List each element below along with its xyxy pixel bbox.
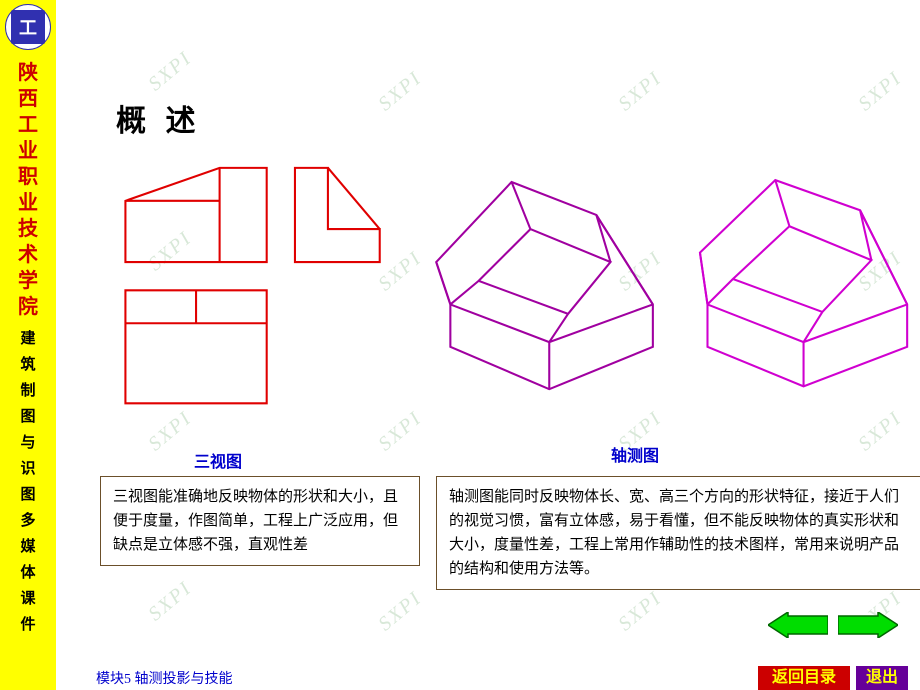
institute-char: 工 (17, 114, 39, 136)
watermark: SXPI (854, 67, 906, 116)
institute-char: 院 (17, 296, 39, 318)
logo-text: 工 (11, 10, 45, 44)
sidebar: 工 陕西工业职业技术学院 建筑制图与识图多媒体课件 (0, 0, 56, 690)
course-char: 课 (17, 588, 39, 610)
course-char: 图 (17, 406, 39, 428)
label-axonometric: 轴测图 (611, 442, 659, 466)
module-footer: 模块5 轴测投影与技能 (96, 668, 233, 688)
institute-name: 陕西工业职业技术学院 (17, 62, 39, 318)
diagrams (116, 150, 920, 440)
course-char: 件 (17, 614, 39, 636)
exit-button[interactable]: 退出 (856, 666, 908, 690)
watermark: SXPI (144, 47, 196, 96)
logo: 工 (5, 4, 51, 50)
course-char: 多 (17, 510, 39, 532)
course-char: 媒 (17, 536, 39, 558)
institute-char: 术 (17, 244, 39, 266)
next-arrow-icon[interactable] (838, 612, 898, 638)
description-three-view: 三视图能准确地反映物体的形状和大小，且便于度量，作图简单，工程上广泛应用，但缺点… (100, 476, 420, 566)
course-char: 识 (17, 458, 39, 480)
institute-char: 学 (17, 270, 39, 292)
course-char: 筑 (17, 354, 39, 376)
watermark: SXPI (144, 577, 196, 626)
watermark: SXPI (374, 587, 426, 636)
course-char: 图 (17, 484, 39, 506)
course-name: 建筑制图与识图多媒体课件 (17, 328, 39, 636)
watermark: SXPI (614, 67, 666, 116)
institute-char: 业 (17, 192, 39, 214)
slide-content: SXPISXPISXPISXPISXPISXPISXPISXPISXPISXPI… (56, 0, 920, 690)
prev-arrow-icon[interactable] (768, 612, 828, 638)
institute-char: 技 (17, 218, 39, 240)
course-char: 体 (17, 562, 39, 584)
watermark: SXPI (374, 67, 426, 116)
description-axonometric: 轴测图能同时反映物体长、宽、高三个方向的形状特征，接近于人们的视觉习惯，富有立体… (436, 476, 920, 590)
return-button[interactable]: 返回目录 (758, 666, 850, 690)
institute-char: 西 (17, 88, 39, 110)
institute-char: 业 (17, 140, 39, 162)
label-three-view: 三视图 (194, 448, 242, 472)
watermark: SXPI (614, 587, 666, 636)
course-char: 制 (17, 380, 39, 402)
page-title: 概 述 (116, 96, 202, 140)
institute-char: 陕 (17, 62, 39, 84)
institute-char: 职 (17, 166, 39, 188)
course-char: 与 (17, 432, 39, 454)
course-char: 建 (17, 328, 39, 350)
